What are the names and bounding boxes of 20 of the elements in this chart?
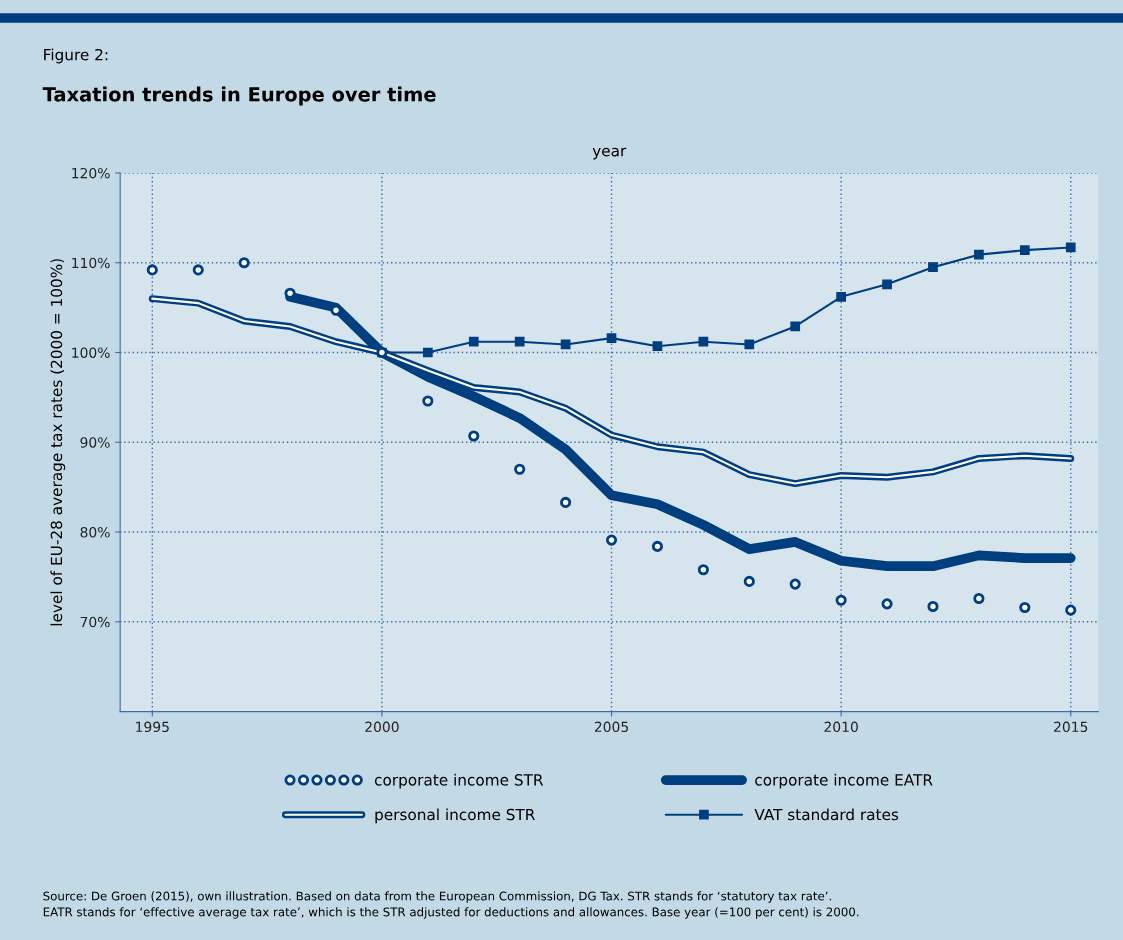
source-note: Source: De Groen (2015), own illustration. Based on data from the European Commission, DG Tax. STR stands for ‘statutory tax rate’. EATR stands for ‘effective average tax rate’, which is the STR adjusted for deductions and allowances. Base year (=100 per cent) is 2000.	[43, 891, 859, 919]
y-axis-title: level of EU-28 average tax rates (2000 = 100%)	[50, 259, 66, 626]
y-tick-label: 70%	[80, 616, 110, 628]
y-tick-label: 110%	[72, 257, 110, 269]
legend-label: VAT standard rates	[754, 808, 899, 821]
x-axis-title: year	[592, 147, 627, 160]
x-tick-label: 1995	[136, 721, 169, 733]
y-tick-label: 80%	[80, 527, 110, 538]
x-tick-label: 2010	[824, 721, 858, 733]
chart-title: Taxation trends in Europe over time	[42, 86, 436, 106]
chart-subtitle: Figure 2:	[44, 48, 108, 64]
y-tick-label: 120%	[72, 167, 110, 179]
x-tick-label: 2005	[594, 721, 628, 733]
y-tick-label: 90%	[80, 437, 110, 448]
legend-label: personal income STR	[375, 808, 535, 824]
y-tick-label: 100%	[72, 347, 110, 358]
legend-label: corporate income EATR	[755, 773, 933, 789]
legend-label: corporate income STR	[374, 773, 544, 789]
x-tick-label: 2015	[1054, 721, 1088, 733]
x-tick-label: 2000	[365, 721, 399, 733]
